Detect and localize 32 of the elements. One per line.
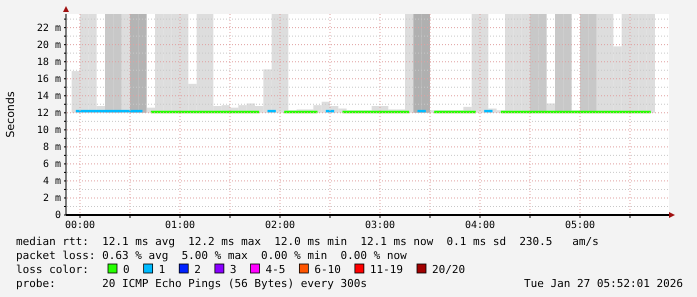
x-tick-label: 05:00 [564,220,596,232]
legend-label: 4-5 [266,263,286,276]
legend-label: 1 [158,263,166,276]
y-tick-label: 22 m [36,22,61,34]
x-tick-label: 00:00 [64,220,96,232]
text: Tue Jan 27 05:52:01 2026 [524,277,683,290]
y-tick-label: 4 m [42,176,61,188]
y-tick-label: 12 m [36,108,61,119]
text: packet loss: 0.63 % avg 5.00 % max 0.00 % min 0.00 % now [16,249,408,262]
legend-label: 20/20 [432,263,466,276]
y-tick-label: 6 m [42,159,61,170]
legend-label: 0 [123,263,130,276]
legend-title: loss color: [16,263,89,276]
x-tick-label: 03:00 [364,220,396,232]
y-tick-label: 10 m [36,125,61,136]
y-axis-title: Seconds [4,91,17,138]
y-tick-label: 2 m [42,193,61,204]
y-tick-label: 20 m [36,40,61,51]
text: probe: 20 ICMP Echo Pings (56 Bytes) every 300s [16,277,367,290]
x-tick-label: 02:00 [264,220,296,232]
text: median rtt: 12.1 ms avg 12.2 ms max 12.0 ms min 12.1 ms now 0.1 ms sd 230.5 am/s [16,235,599,248]
x-tick-label: 04:00 [464,220,496,232]
y-tick-label: 8 m [42,142,61,154]
y-tick-label: 18 m [36,56,61,68]
legend-label: 6-10 [314,263,341,276]
legend-label: 3 [230,263,236,276]
legend-label: 11-19 [370,263,403,276]
x-tick-label: 01:00 [164,220,196,232]
y-tick-label: 16 m [36,74,61,85]
legend-label: 2 [194,263,201,276]
y-tick-label: 0 [54,210,61,222]
y-tick-label: 14 m [36,90,61,102]
